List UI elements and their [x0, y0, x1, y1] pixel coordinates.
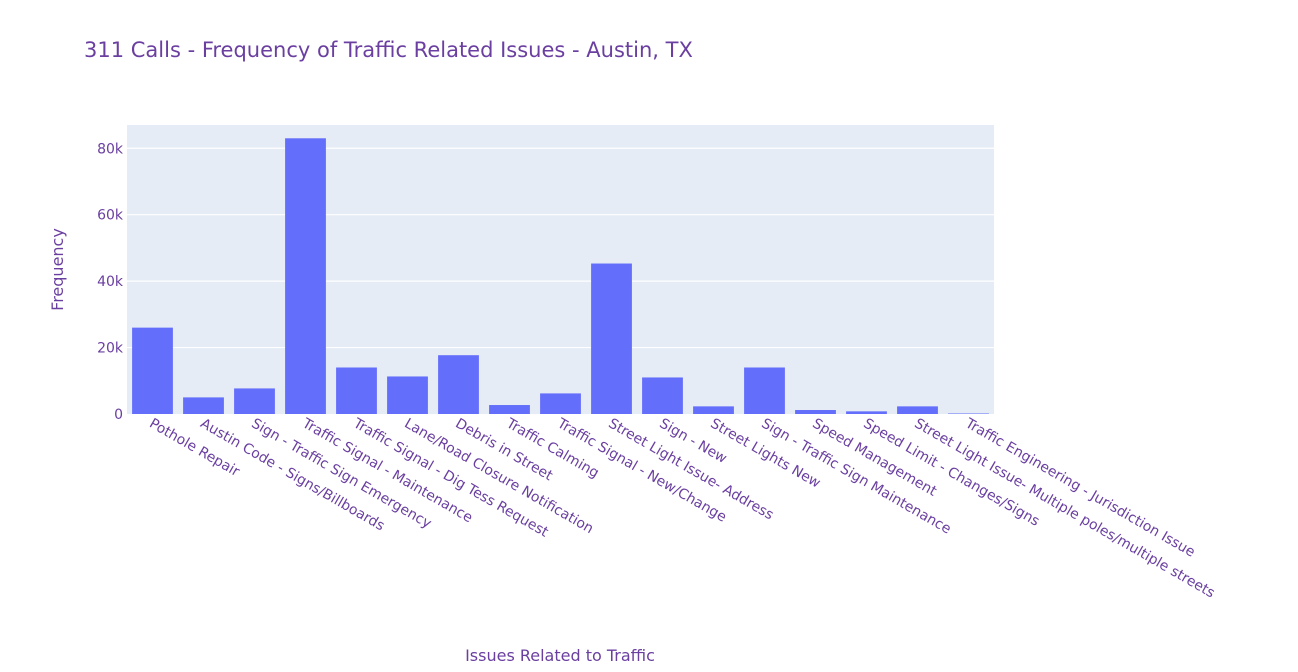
bar — [846, 411, 887, 414]
y-axis-title: Frequency — [48, 228, 67, 311]
bar — [234, 388, 275, 414]
bar — [489, 405, 530, 414]
bar — [897, 406, 938, 414]
bar — [540, 393, 581, 414]
bar — [132, 327, 173, 414]
bar — [591, 263, 632, 414]
bar — [183, 397, 224, 414]
x-tick-label: Street Light Issue- Multiple poles/multi… — [912, 416, 1218, 602]
bar — [642, 377, 683, 414]
y-tick-label: 80k — [97, 141, 124, 157]
bar — [795, 410, 836, 414]
bar — [285, 138, 326, 414]
bar — [438, 355, 479, 414]
y-tick-label: 60k — [97, 208, 124, 224]
bar — [387, 376, 428, 414]
bar — [336, 367, 377, 414]
x-tick-label: Pothole Repair — [147, 416, 243, 481]
bar — [693, 406, 734, 414]
y-tick-label: 0 — [114, 407, 123, 423]
y-tick-label: 20k — [97, 341, 124, 357]
bar — [744, 367, 785, 414]
x-tick-label: Traffic Engineering - Jurisdiction Issue — [962, 415, 1198, 561]
x-axis-title: Issues Related to Traffic — [465, 646, 655, 665]
plot-area — [127, 125, 994, 414]
chart-title: 311 Calls - Frequency of Traffic Related… — [84, 38, 693, 62]
y-tick-label: 40k — [97, 274, 124, 290]
